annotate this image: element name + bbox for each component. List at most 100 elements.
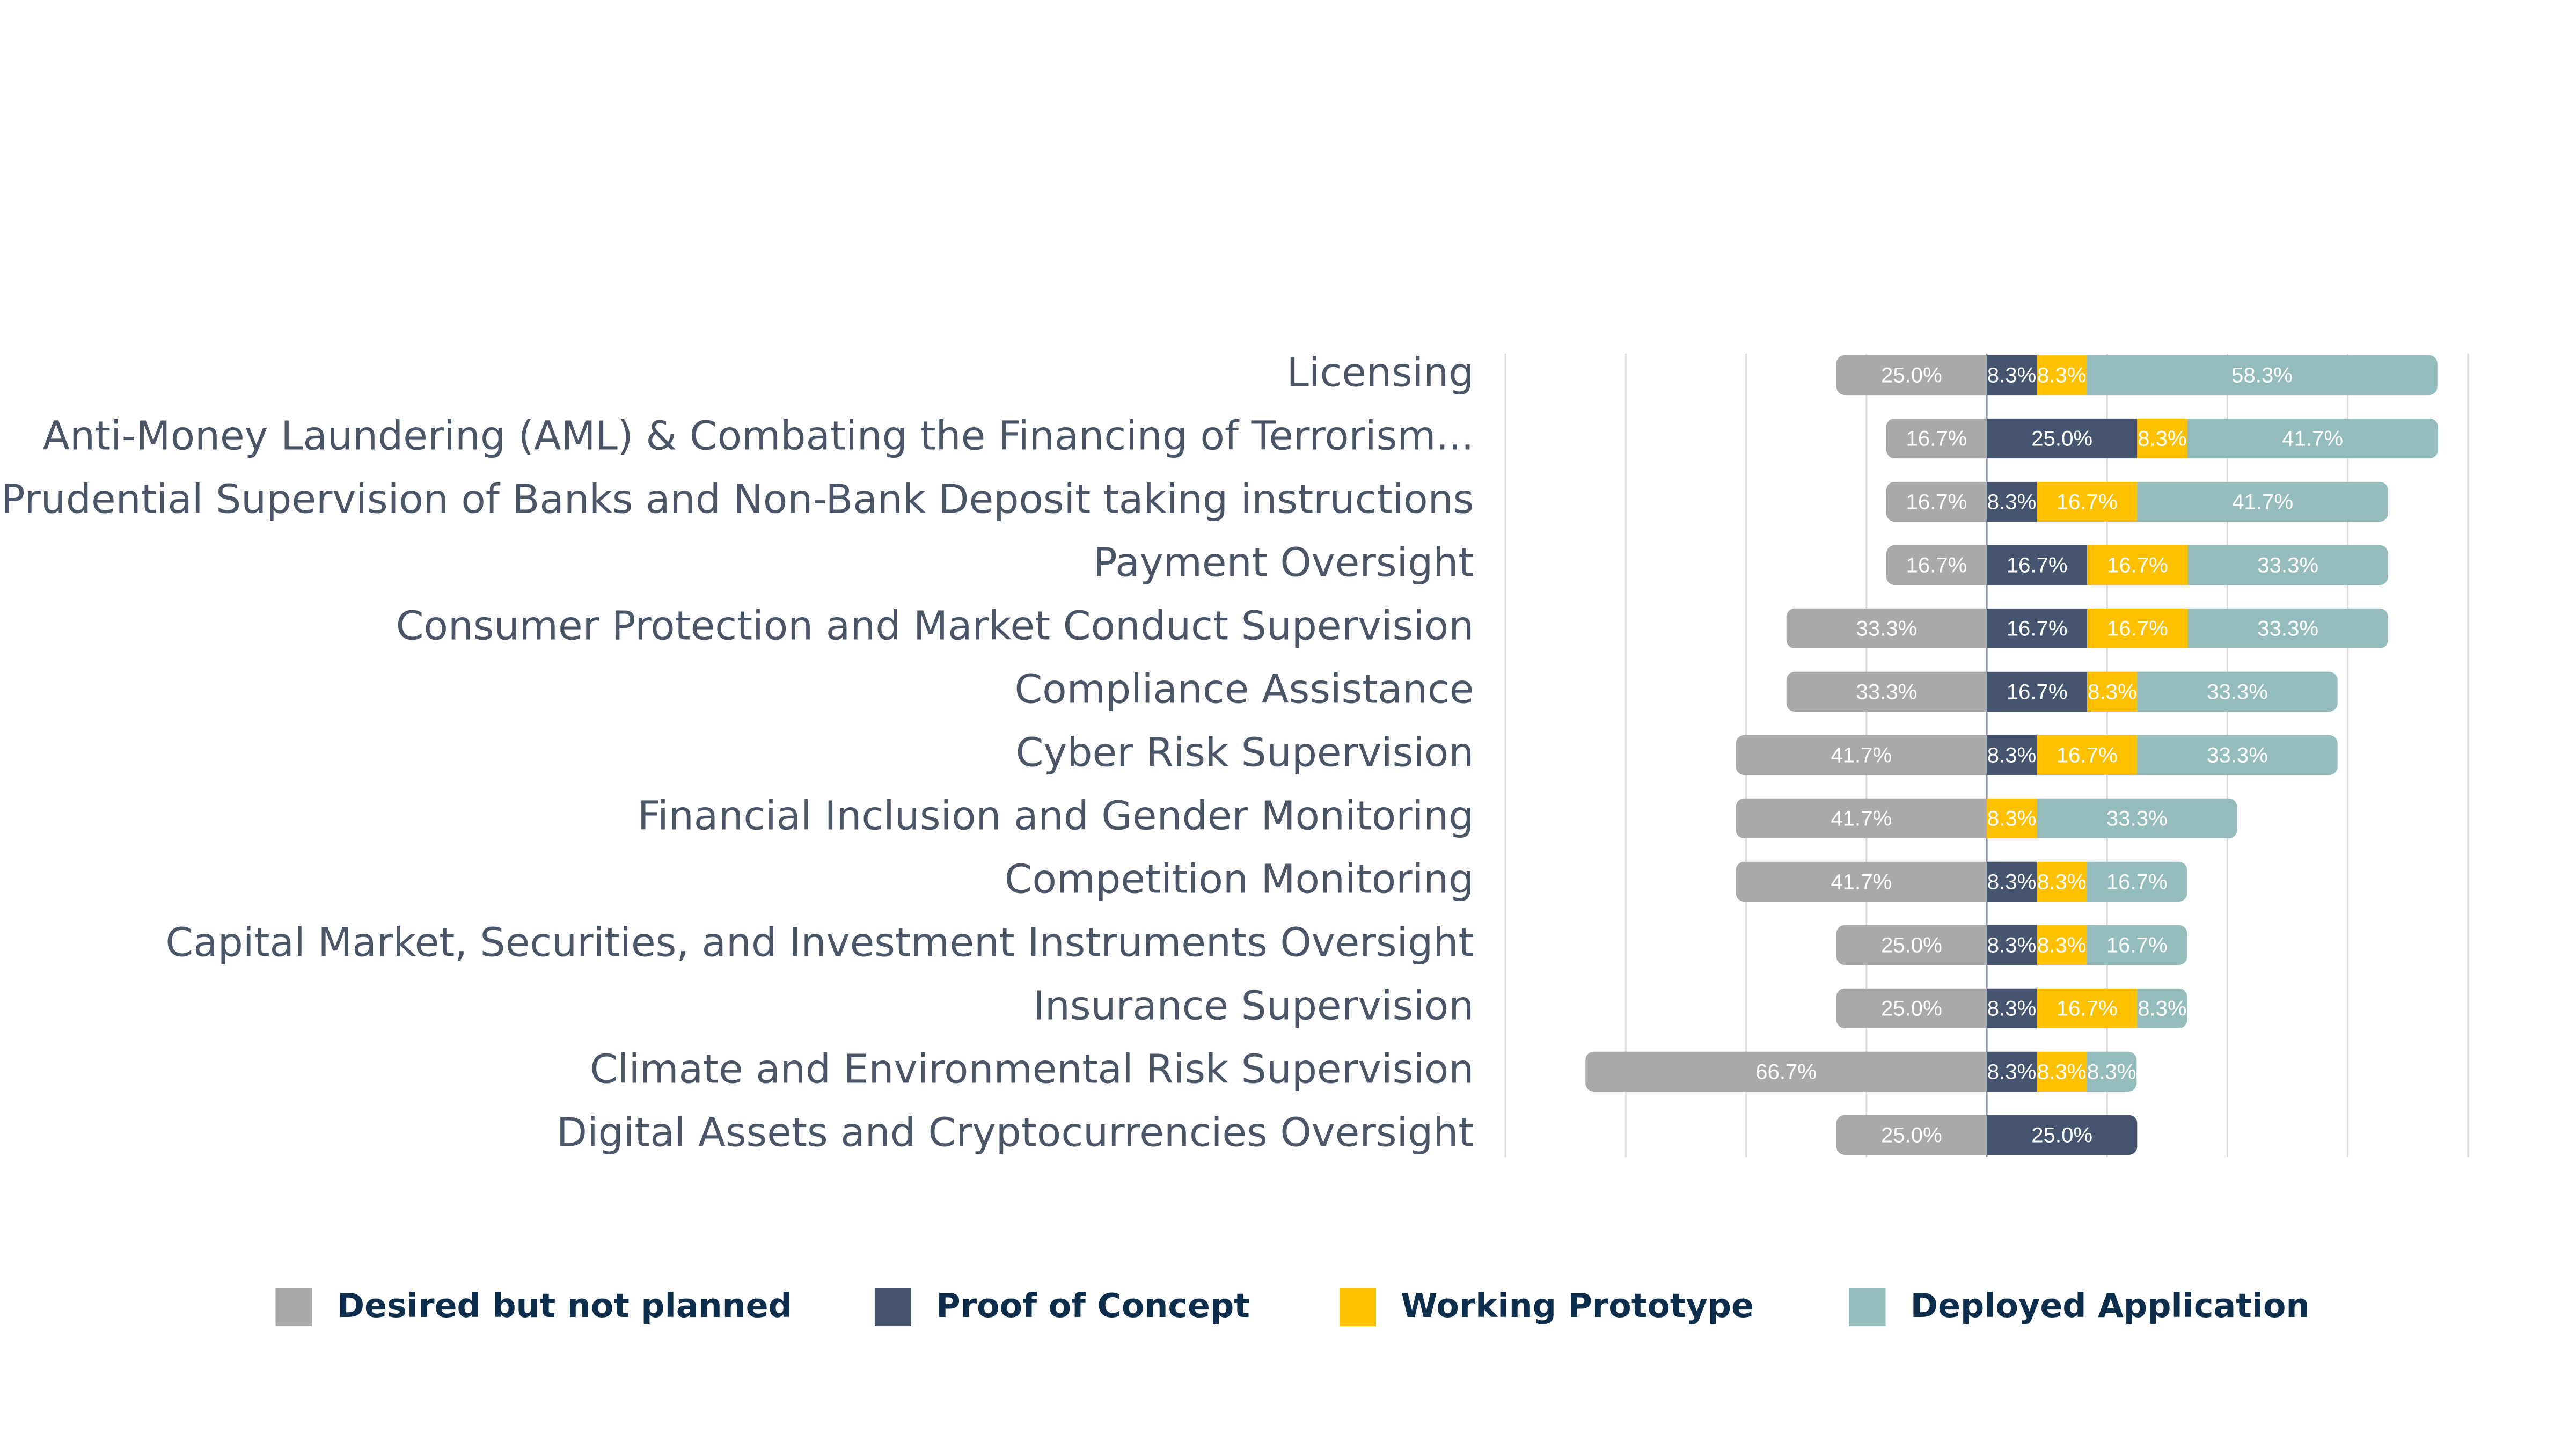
bar-segment [1987,418,2138,459]
value-label: 16.7% [2107,553,2168,577]
bar-segment [1987,925,2037,965]
value-label: 16.7% [1906,490,1967,514]
bar-segment [2187,418,2438,459]
bar-segment [2187,545,2388,586]
bar-segment [2087,355,2438,396]
bar-segment [1987,481,2037,522]
value-label: 41.7% [1831,807,1892,831]
legend-label: Deployed Application [1911,1286,2310,1325]
bar-segment [2187,608,2388,649]
bar-segment [1886,481,1987,522]
category-label: Insurance Supervision [1033,982,1474,1029]
value-label: 16.7% [1906,553,1967,577]
bar-segment [2137,418,2187,459]
value-label: 16.7% [2057,490,2118,514]
value-label: 41.7% [2282,427,2343,451]
category-label: Compliance Assistance [1014,665,1474,712]
bar-segment [1736,735,1987,775]
bar-segment [2087,861,2187,902]
value-label: 8.3% [2037,363,2087,387]
value-label: 33.3% [2207,680,2268,704]
value-label: 33.3% [2257,553,2318,577]
legend-label: Proof of Concept [936,1286,1249,1325]
value-label: 16.7% [2106,933,2168,957]
value-label: 33.3% [2207,743,2268,767]
category-label: Competition Monitoring [1005,855,1474,902]
bar-segment [1987,545,2088,586]
category-label: Digital Assets and Cryptocurrencies Over… [557,1109,1474,1155]
bar-segment [1836,1115,1987,1155]
bar-segment [2037,481,2138,522]
value-label: 8.3% [2037,933,2087,957]
bar-segment [2137,988,2187,1028]
bar-segment [1987,735,2037,775]
category-label: Cyber Risk Supervision [1016,729,1474,775]
category-label: Consumer Protection and Market Conduct S… [396,602,1474,649]
legend-label: Working Prototype [1401,1286,1754,1325]
value-label: 25.0% [1881,1123,1942,1147]
value-label: 8.3% [1987,807,2037,831]
value-label: 8.3% [1987,743,2037,767]
legend-swatch [1849,1288,1886,1327]
bar-segment [2137,481,2388,522]
bar-segment [2037,798,2237,839]
value-label: 16.7% [2007,553,2068,577]
value-label: 8.3% [1987,997,2037,1021]
value-label: 8.3% [1987,933,2037,957]
bar-segment [2087,1051,2137,1092]
value-label: 25.0% [1881,997,1942,1021]
bar-segment [1987,861,2037,902]
bar-segment [2137,671,2338,712]
category-label: Prudential Supervision of Banks and Non-… [1,475,1474,522]
value-label: 16.7% [2007,680,2068,704]
value-label: 58.3% [2231,363,2293,387]
value-label: 33.3% [1856,617,1917,641]
value-label: 25.0% [1881,933,1942,957]
value-label: 16.7% [2007,617,2068,641]
bar-segment [2037,355,2087,396]
bar-segment [2137,735,2338,775]
bar-segment [1987,608,2088,649]
category-label: Financial Inclusion and Gender Monitorin… [638,792,1474,839]
value-label: 41.7% [1831,743,1892,767]
bar-segment [2087,608,2188,649]
value-label: 16.7% [2107,617,2168,641]
value-label: 41.7% [1831,870,1892,894]
bar-segment [2037,988,2138,1028]
value-label: 8.3% [2087,1060,2136,1084]
legend-swatch [275,1288,312,1327]
value-label: 25.0% [2031,427,2092,451]
bar-segment [1736,798,1987,839]
bar-segment [1987,798,2037,839]
value-label: 8.3% [1987,490,2037,514]
bar-segment [1886,418,1987,459]
category-label: Payment Oversight [1093,539,1474,586]
bar-segment [1987,988,2037,1028]
bar-segment [1886,545,1987,586]
value-label: 8.3% [2037,1060,2087,1084]
bar-segment [2037,861,2087,902]
value-label: 33.3% [1856,680,1917,704]
value-label: 66.7% [1755,1060,1817,1084]
value-label: 8.3% [1987,363,2037,387]
bar-segment [1736,861,1987,902]
category-label: Licensing [1286,349,1474,396]
bar-segment [2037,735,2138,775]
value-label: 16.7% [1906,427,1967,451]
bar-segment [1987,1115,2138,1155]
bar-segment [1786,608,1987,649]
bar-segment [1987,1051,2037,1092]
category-label: Climate and Environmental Risk Supervisi… [590,1045,1474,1092]
value-label: 25.0% [2031,1123,2092,1147]
category-label: Capital Market, Securities, and Investme… [165,919,1474,965]
value-label: 16.7% [2057,743,2118,767]
bar-segment [1836,355,1987,396]
bar-segment [2087,671,2138,712]
value-label: 8.3% [2138,997,2187,1021]
value-label: 8.3% [1987,870,2037,894]
bar-segment [1836,988,1987,1028]
bar-segment [1836,925,1987,965]
bar-segment [2087,925,2187,965]
